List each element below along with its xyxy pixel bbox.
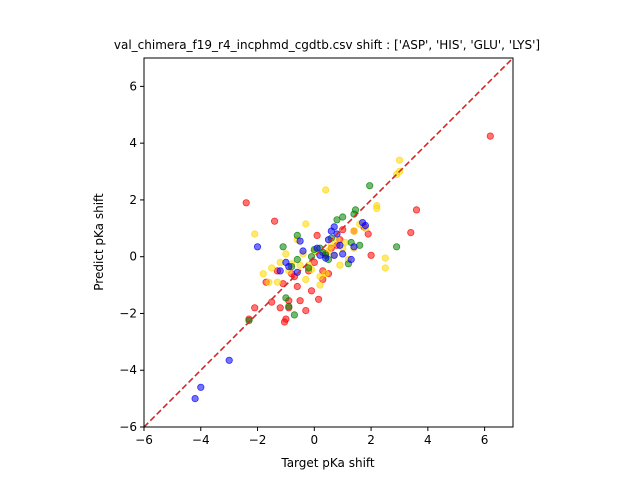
data-point-s2-17 xyxy=(279,243,287,251)
data-point-s0-0 xyxy=(486,132,494,140)
data-point-s3-2 xyxy=(225,356,233,364)
data-point-s1-38 xyxy=(302,275,310,283)
data-point-s3-8 xyxy=(296,237,304,245)
data-point-s0-16 xyxy=(314,295,323,303)
x-tick-label-3: 0 xyxy=(310,433,318,447)
data-point-s0-4 xyxy=(364,230,372,238)
data-point-s1-18 xyxy=(316,272,324,281)
chart-title: val_chimera_f19_r4_incphmd_cgdtb.csv shi… xyxy=(114,38,540,52)
data-point-s1-28 xyxy=(282,250,290,258)
data-point-s3-15 xyxy=(330,223,338,231)
data-point-s1-9 xyxy=(350,227,358,235)
y-tick-label-2: −2 xyxy=(119,306,137,320)
data-point-s1-34 xyxy=(251,230,259,238)
data-point-s3-23 xyxy=(350,243,358,251)
data-point-s2-16 xyxy=(282,294,290,302)
data-point-s0-1 xyxy=(412,206,421,214)
data-point-s2-0 xyxy=(392,243,401,251)
x-tick-label-0: −6 xyxy=(135,433,153,447)
data-point-s1-3 xyxy=(381,254,389,262)
data-point-s0-31 xyxy=(251,304,259,312)
data-point-s0-13 xyxy=(313,231,321,239)
data-point-s0-7 xyxy=(339,226,347,234)
data-point-s0-2 xyxy=(407,229,415,237)
data-point-s0-19 xyxy=(293,282,301,291)
data-point-s3-9 xyxy=(299,247,307,255)
x-axis-ticks: −6 −4 −2 0 2 4 6 xyxy=(135,427,488,447)
data-point-s1-31 xyxy=(268,264,276,272)
data-point-s1-32 xyxy=(265,278,273,286)
y-tick-label-0: −6 xyxy=(119,420,137,434)
data-point-s2-1 xyxy=(366,182,374,190)
data-point-s3-0 xyxy=(191,394,199,403)
data-point-s1-30 xyxy=(273,278,281,286)
data-point-s2-6 xyxy=(339,213,347,221)
x-tick-label-4: 2 xyxy=(367,433,375,447)
data-point-s3-17 xyxy=(336,241,344,249)
y-tick-label-4: 2 xyxy=(129,193,137,207)
data-point-s1-6 xyxy=(373,204,381,212)
plot-frame xyxy=(143,57,514,428)
data-point-s0-14 xyxy=(310,258,318,266)
data-point-s3-3 xyxy=(253,243,262,251)
y-tick-label-3: 0 xyxy=(129,250,137,264)
data-point-s3-1 xyxy=(197,383,205,391)
data-point-s1-17 xyxy=(322,270,330,278)
data-point-s1-39 xyxy=(336,261,344,269)
data-point-s3-19 xyxy=(347,255,355,264)
y-tick-label-6: 6 xyxy=(129,79,137,93)
data-point-s1-22 xyxy=(302,220,310,228)
data-point-s1-16 xyxy=(322,186,330,194)
data-point-s2-19 xyxy=(290,311,298,319)
x-axis-label: Target pKa shift xyxy=(280,456,375,470)
data-point-s1-14 xyxy=(327,241,335,249)
data-point-s0-26 xyxy=(276,304,284,312)
data-point-s1-0 xyxy=(395,156,404,164)
data-point-s2-18 xyxy=(285,302,293,310)
x-tick-label-1: −4 xyxy=(192,433,210,447)
data-point-s3-21 xyxy=(361,221,369,230)
data-point-s2-20 xyxy=(293,231,301,239)
data-point-s3-4 xyxy=(276,267,284,275)
data-point-s3-7 xyxy=(293,268,301,276)
data-point-s0-25 xyxy=(280,318,289,326)
data-point-s2-14 xyxy=(293,255,301,264)
data-point-s1-35 xyxy=(316,281,324,289)
data-point-s1-33 xyxy=(259,270,267,278)
x-tick-label-5: 4 xyxy=(424,433,432,447)
data-point-s2-13 xyxy=(304,264,313,272)
x-tick-label-6: 6 xyxy=(481,433,489,447)
y-axis-label: Predict pKa shift xyxy=(92,193,106,291)
data-point-s2-7 xyxy=(333,216,341,224)
identity-reference-line xyxy=(143,57,514,428)
y-tick-label-1: −4 xyxy=(119,363,137,377)
data-point-s1-4 xyxy=(381,264,389,272)
data-point-s0-18 xyxy=(296,297,304,305)
points-layer xyxy=(191,132,494,403)
data-point-s3-22 xyxy=(330,251,338,259)
data-point-s3-12 xyxy=(322,254,330,262)
data-point-s0-17 xyxy=(302,306,310,315)
data-point-s0-34 xyxy=(270,217,279,225)
data-point-s0-15 xyxy=(307,287,316,295)
reference-line-layer xyxy=(143,57,514,428)
x-tick-label-2: −2 xyxy=(249,433,267,447)
data-point-s2-21 xyxy=(245,316,253,325)
data-point-s0-33 xyxy=(242,199,250,207)
y-tick-label-5: 4 xyxy=(129,136,137,150)
y-axis-ticks: −6 −4 −2 0 2 4 6 xyxy=(119,79,144,434)
data-point-s3-10 xyxy=(313,244,321,252)
data-point-s0-3 xyxy=(367,251,375,259)
data-point-s1-24 xyxy=(296,261,304,269)
data-point-s3-18 xyxy=(339,250,347,258)
data-point-s3-6 xyxy=(285,262,293,271)
